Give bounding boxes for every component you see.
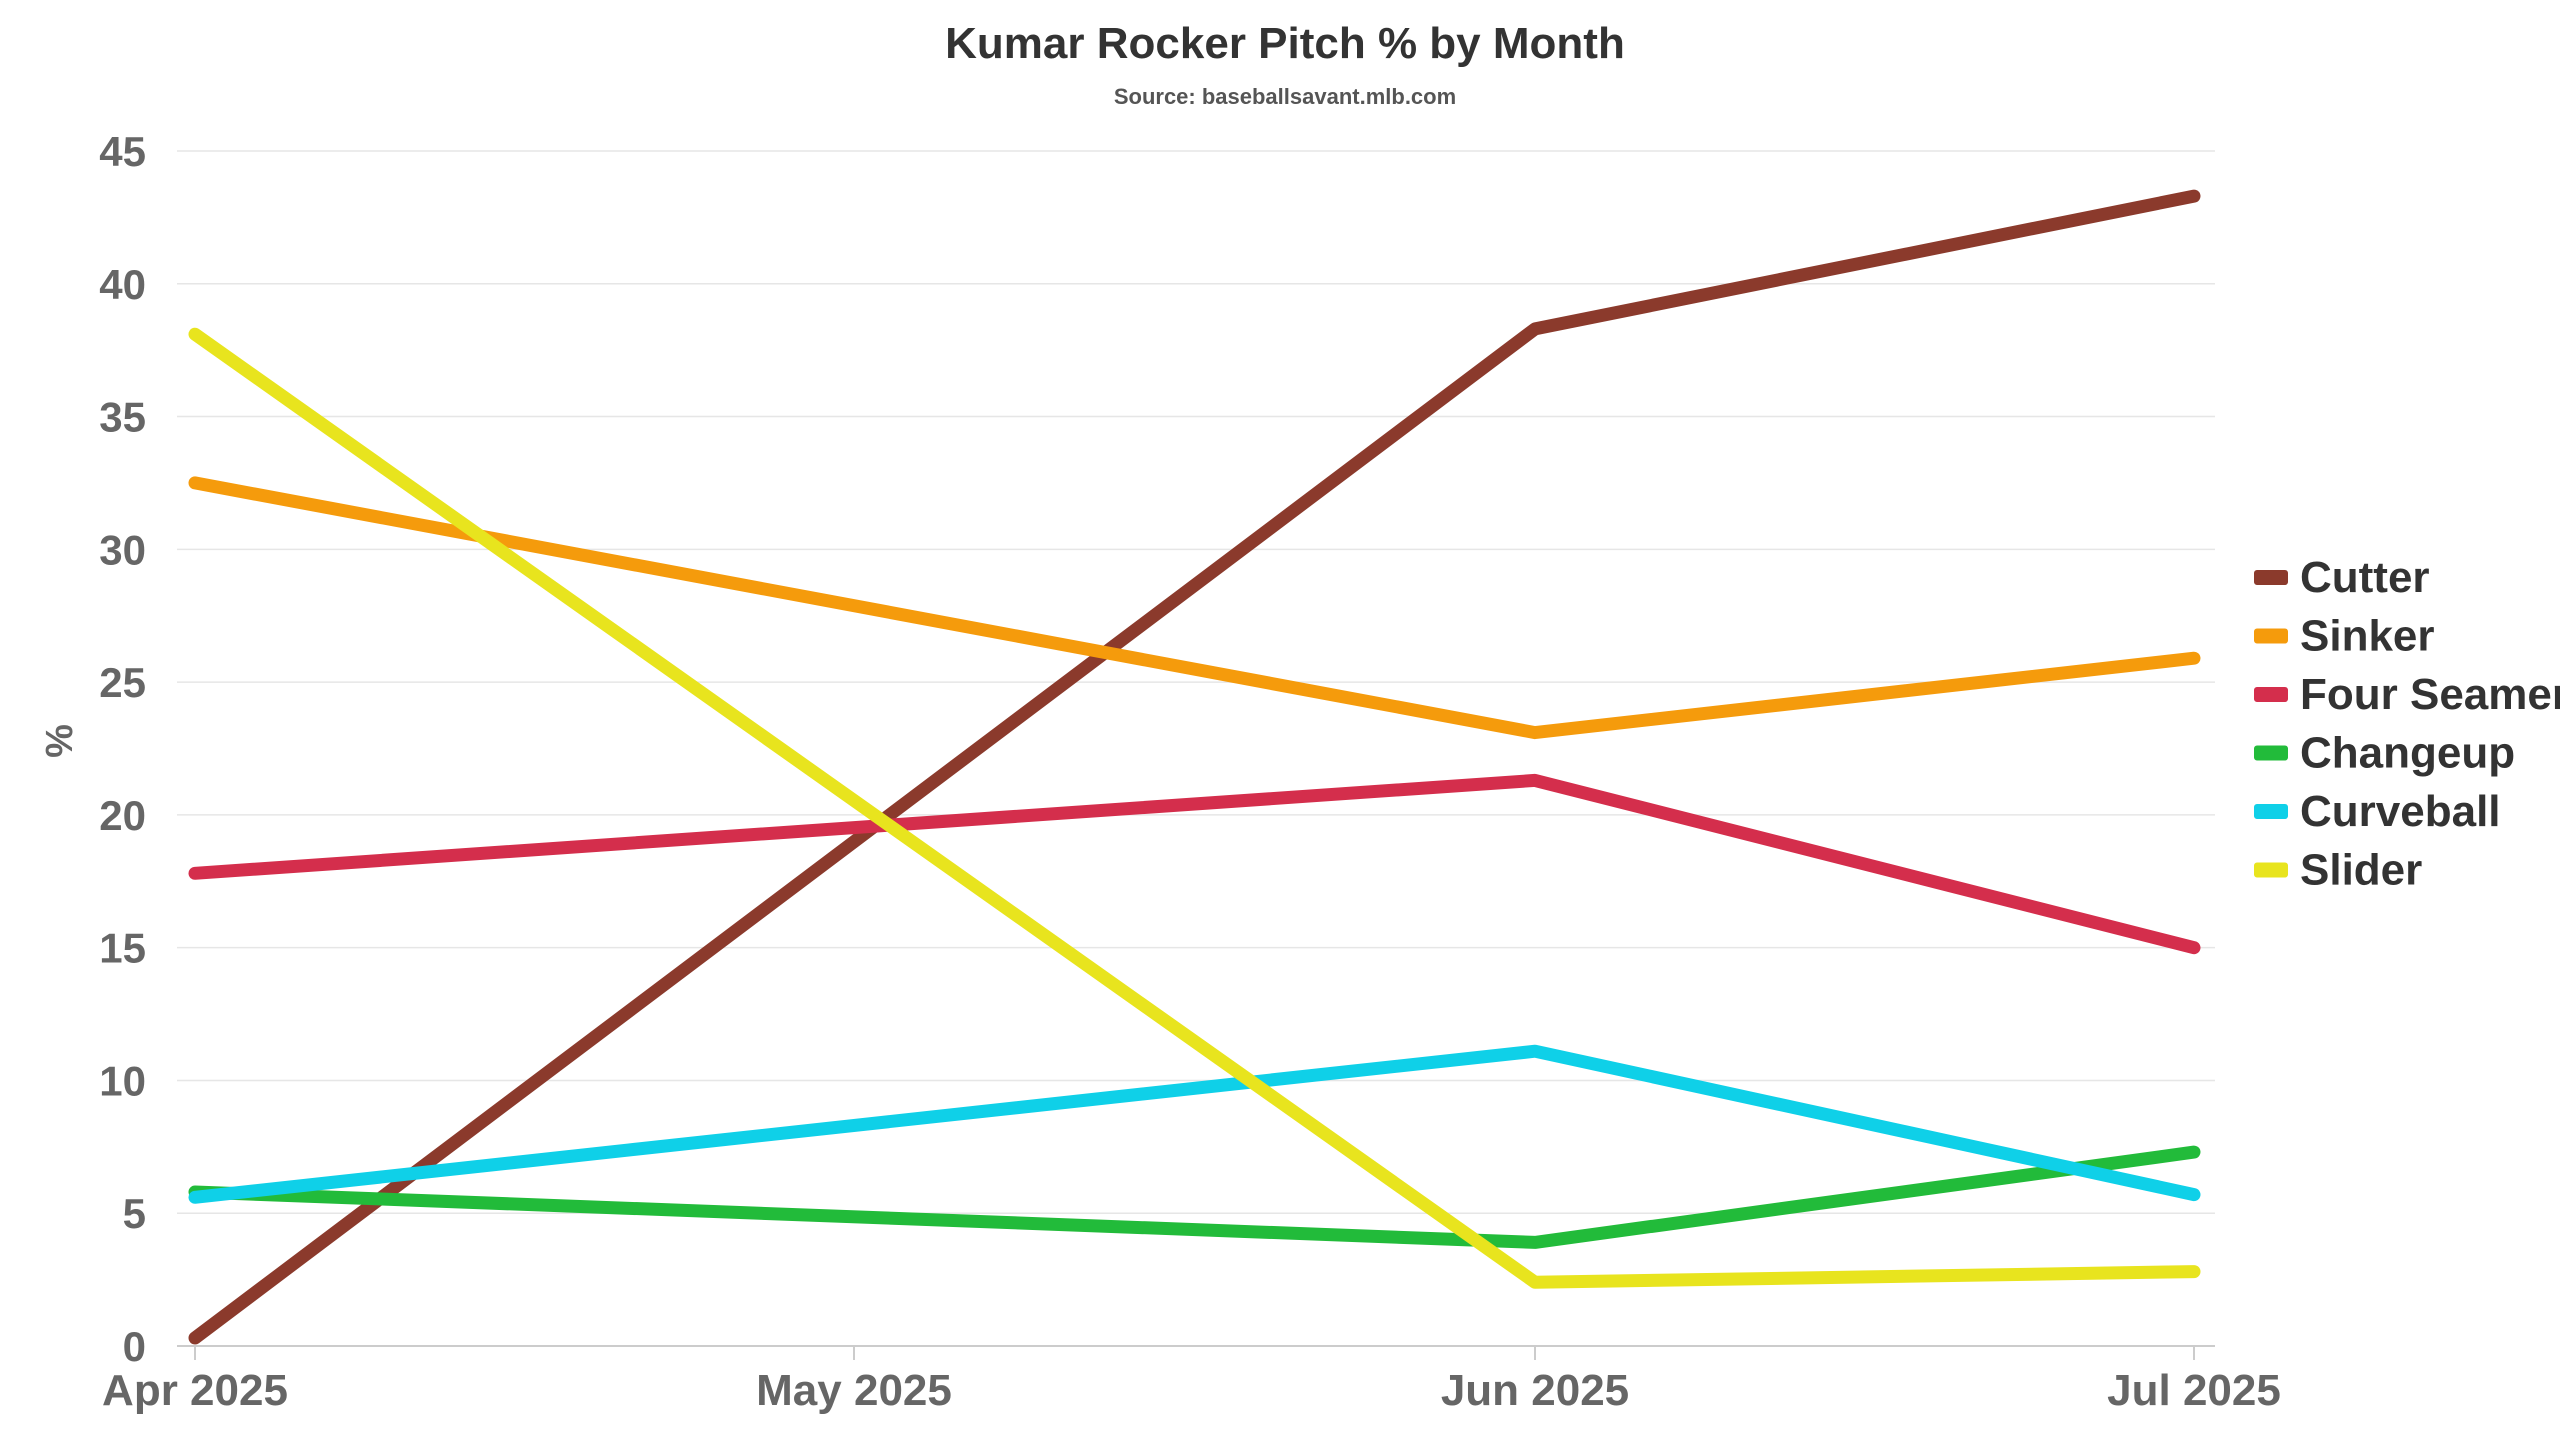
- series-line-slider: [188, 327, 2201, 1289]
- legend-label: Four Seamer: [2300, 670, 2560, 719]
- legend-label: Slider: [2300, 846, 2422, 895]
- legend-swatch: [2254, 804, 2288, 819]
- x-tick-label: May 2025: [756, 1366, 952, 1415]
- legend-swatch: [2254, 687, 2288, 702]
- y-tick-label: 25: [99, 659, 146, 706]
- legend-label: Changeup: [2300, 729, 2515, 778]
- legend-swatch: [2254, 628, 2288, 644]
- y-tick-label: 35: [99, 394, 146, 441]
- chart-subtitle: Source: baseballsavant.mlb.com: [1114, 84, 1456, 109]
- series-lines: [188, 189, 2201, 1345]
- x-tick-label: Jul 2025: [2107, 1366, 2281, 1415]
- axes: 0 5 10 15 20 25 30 35 40 45 Apr 2025 May 2025 Jun 20…: [99, 128, 2281, 1415]
- legend-swatch: [2254, 570, 2288, 585]
- series-line-cutter: [188, 189, 2201, 1345]
- legend-label: Cutter: [2300, 553, 2430, 602]
- series-line-curveball: [188, 1044, 2201, 1204]
- y-tick-label: 5: [123, 1190, 146, 1237]
- legend-label: Sinker: [2300, 612, 2435, 661]
- y-tick-label: 45: [99, 128, 146, 175]
- series-line-four-seamer: [188, 773, 2201, 955]
- y-tick-label: 20: [99, 792, 146, 839]
- y-tick-label: 30: [99, 526, 146, 573]
- x-tick-label: Apr 2025: [102, 1366, 288, 1415]
- y-axis-label: %: [39, 724, 81, 758]
- y-tick-label: 40: [99, 261, 146, 308]
- series-line-sinker: [188, 476, 2201, 740]
- x-tick-label: Jun 2025: [1441, 1366, 1629, 1415]
- chart-title: Kumar Rocker Pitch % by Month: [945, 19, 1625, 68]
- series-line-changeup: [188, 1145, 2201, 1249]
- gridlines: [177, 150, 2215, 1214]
- legend: Cutter Sinker Four Seamer Changeup Curveball…: [2254, 553, 2560, 895]
- y-tick-label: 10: [99, 1057, 146, 1104]
- y-tick-label: 0: [123, 1323, 146, 1370]
- legend-swatch: [2254, 862, 2288, 878]
- legend-swatch: [2254, 745, 2288, 761]
- y-tick-label: 15: [99, 925, 146, 972]
- legend-label: Curveball: [2300, 787, 2501, 836]
